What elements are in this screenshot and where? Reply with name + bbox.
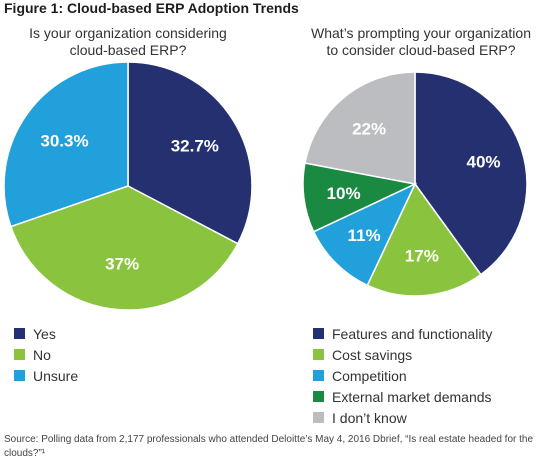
adoption-legend-swatch xyxy=(14,328,25,339)
reasons-legend-swatch xyxy=(313,349,324,360)
reasons-pie-chart: 40% 17% 11% 10% 22% xyxy=(302,71,528,297)
reasons-slice-features-and-functionality xyxy=(414,71,528,276)
adoption-label-unsure: 30.3% xyxy=(40,132,88,151)
left-chart-title-line-2: cloud-based ERP? xyxy=(69,42,187,58)
reasons-legend-swatch xyxy=(313,328,324,339)
adoption-pie-chart: 32.7% 37% 30.3% xyxy=(3,61,253,311)
reasons-legend-swatch xyxy=(313,370,324,381)
reasons-legend-item-competition: Competition xyxy=(313,365,492,386)
reasons-label-i-don-t-know: 22% xyxy=(352,120,386,139)
reasons-legend: Features and functionality Cost savings Co… xyxy=(313,323,492,428)
adoption-legend-swatch xyxy=(14,349,25,360)
reasons-slice-cost-savings xyxy=(366,182,482,297)
source-note: Source: Polling data from 2,177 professi… xyxy=(4,434,534,459)
adoption-legend-label: No xyxy=(33,346,51,363)
adoption-legend-label: Yes xyxy=(33,325,56,342)
reasons-legend-item-i-don-t-know: I don’t know xyxy=(313,407,492,428)
reasons-legend-label: Cost savings xyxy=(332,346,413,363)
reasons-label-competition: 11% xyxy=(348,226,381,245)
adoption-legend-label: Unsure xyxy=(33,367,79,384)
reasons-slice-i-don-t-know xyxy=(304,71,416,185)
adoption-label-yes: 32.7% xyxy=(171,137,219,156)
right-chart-title-line-2: to consider cloud-based ERP? xyxy=(326,42,516,58)
adoption-label-no: 37% xyxy=(105,255,139,274)
left-chart-title: Is your organization considering cloud-b… xyxy=(0,25,256,59)
reasons-legend-label: I don’t know xyxy=(332,409,407,426)
left-chart-title-line-1: Is your organization considering xyxy=(29,25,227,41)
adoption-legend-swatch xyxy=(14,370,25,381)
reasons-legend-label: External market demands xyxy=(332,388,492,405)
reasons-label-external-market-demands: 10% xyxy=(327,184,361,203)
right-chart-title-line-1: What’s prompting your organization xyxy=(311,25,531,41)
figure-title: Figure 1: Cloud-based ERP Adoption Trend… xyxy=(4,0,299,16)
right-chart-title: What’s prompting your organization to co… xyxy=(292,25,550,59)
reasons-legend-swatch xyxy=(313,391,324,402)
reasons-legend-label: Features and functionality xyxy=(332,325,493,342)
reasons-label-cost-savings: 17% xyxy=(405,247,439,266)
adoption-slice-no xyxy=(9,185,239,311)
adoption-legend-item-no: No xyxy=(14,344,78,365)
adoption-legend: Yes No Unsure xyxy=(14,323,78,386)
adoption-legend-item-yes: Yes xyxy=(14,323,78,344)
adoption-slice-yes xyxy=(127,61,253,245)
reasons-legend-item-cost-savings: Cost savings xyxy=(313,344,492,365)
reasons-legend-item-features-and-functionality: Features and functionality xyxy=(313,323,492,344)
reasons-legend-item-external-market-demands: External market demands xyxy=(313,386,492,407)
adoption-slice-unsure xyxy=(3,61,129,228)
reasons-legend-label: Competition xyxy=(332,367,407,384)
reasons-slice-competition xyxy=(312,182,417,287)
adoption-legend-item-unsure: Unsure xyxy=(14,365,78,386)
reasons-label-features-and-functionality: 40% xyxy=(466,153,500,172)
reasons-legend-swatch xyxy=(313,412,324,423)
